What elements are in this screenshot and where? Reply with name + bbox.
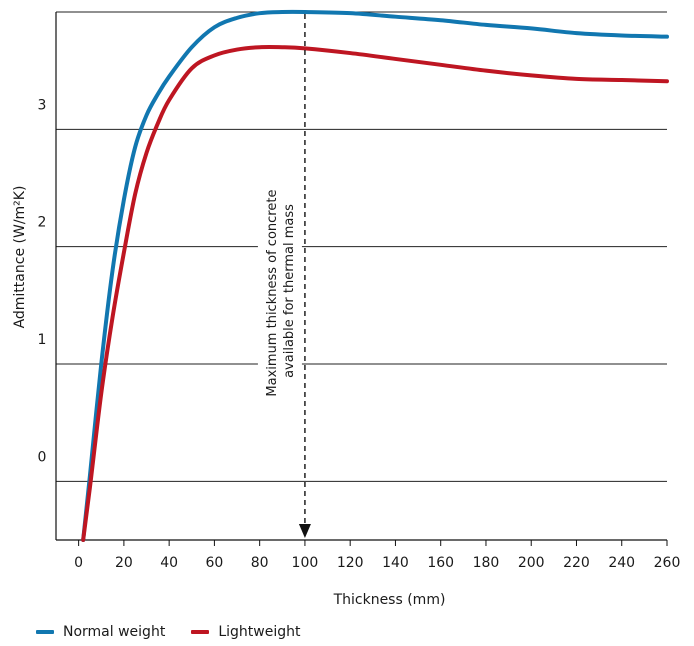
annotation: Maximum thickness of concrete available …	[257, 14, 311, 538]
x-tick-label-60: 60	[205, 555, 223, 571]
legend-item-lightweight: Lightweight	[191, 624, 300, 640]
legend-item-normal-weight: Normal weight	[36, 624, 165, 640]
annotation-background	[257, 180, 302, 412]
annotation-line-2: available for thermal mass	[282, 204, 297, 378]
x-tick-label-260: 260	[654, 555, 681, 571]
x-tick-label-100: 100	[292, 555, 319, 571]
x-tick-label-160: 160	[427, 555, 454, 571]
y-tick-label-2: 2	[38, 215, 47, 231]
annotation-line-1: Maximum thickness of concrete	[265, 190, 280, 397]
x-tick-label-140: 140	[382, 555, 409, 571]
x-tick-label-80: 80	[251, 555, 269, 571]
series-line-normal-weight	[81, 9, 669, 542]
legend-swatch-lightweight	[191, 630, 210, 634]
x-tick-label-200: 200	[518, 555, 545, 571]
series-lines	[81, 9, 669, 542]
y-tick-label-0: 0	[38, 449, 47, 465]
annotation-text: Maximum thickness of concrete available …	[265, 185, 297, 396]
y-tick-label-3: 3	[38, 97, 47, 113]
legend: Normal weight Lightweight	[36, 624, 326, 640]
y-tick-labels: 01234	[38, 97, 47, 465]
x-tick-label-240: 240	[608, 555, 635, 571]
x-tick-label-220: 220	[563, 555, 590, 571]
grid-lines	[56, 11, 667, 482]
x-axis-title: Thickness (mm)	[333, 592, 446, 608]
x-tick-label-120: 120	[337, 555, 364, 571]
x-tick-label-180: 180	[473, 555, 500, 571]
annotation-arrowhead	[298, 524, 311, 538]
x-tick-label-40: 40	[160, 555, 178, 571]
axes	[55, 12, 667, 541]
legend-label-lightweight: Lightweight	[218, 624, 301, 640]
y-tick-label-1: 1	[38, 332, 47, 348]
y-axis-title: Admittance (W/m²K)	[12, 186, 28, 329]
series-line-lightweight	[81, 44, 669, 542]
legend-label-normal-weight: Normal weight	[63, 624, 166, 640]
x-tick-label-0: 0	[74, 555, 83, 571]
x-tick-labels: 0 20 40 60 80 100 120 140 160 180 200 220 240 260	[74, 540, 680, 571]
legend-swatch-normal-weight	[36, 630, 54, 634]
x-tick-label-20: 20	[115, 555, 133, 571]
